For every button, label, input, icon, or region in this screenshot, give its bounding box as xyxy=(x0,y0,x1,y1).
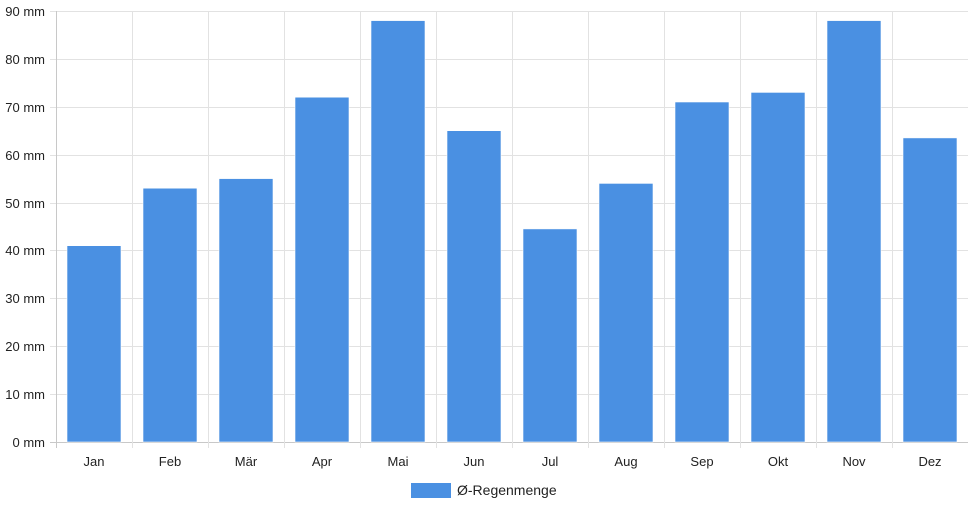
bar-sep[interactable] xyxy=(674,101,730,443)
y-tick-label: 10 mm xyxy=(5,387,45,402)
x-tick-label: Jun xyxy=(464,454,485,469)
chart-legend[interactable]: Ø-Regenmenge xyxy=(411,482,557,498)
bar-apr[interactable] xyxy=(294,96,350,443)
bar-jul[interactable] xyxy=(522,228,578,443)
x-tick-label: Jan xyxy=(84,454,105,469)
x-tick-label: Dez xyxy=(918,454,941,469)
y-tick-label: 40 mm xyxy=(5,243,45,258)
y-tick-label: 50 mm xyxy=(5,196,45,211)
bar-jun[interactable] xyxy=(446,130,502,443)
bar-mai[interactable] xyxy=(370,20,426,443)
legend-swatch-rainfall[interactable] xyxy=(411,483,451,498)
x-tick-label: Feb xyxy=(159,454,181,469)
x-tick-label: Nov xyxy=(842,454,866,469)
chart-bars xyxy=(66,20,958,443)
x-tick-label: Sep xyxy=(690,454,713,469)
x-tick-label: Okt xyxy=(768,454,789,469)
legend-label-rainfall[interactable]: Ø-Regenmenge xyxy=(457,482,557,498)
x-axis: Jan Feb Mär Apr Mai Jun Jul Aug Sep Okt Nov Dez xyxy=(84,454,942,469)
y-tick-label: 20 mm xyxy=(5,339,45,354)
bar-mär[interactable] xyxy=(218,178,274,443)
y-tick-label: 70 mm xyxy=(5,100,45,115)
chart-grid xyxy=(50,11,968,448)
y-tick-label: 30 mm xyxy=(5,291,45,306)
bar-aug[interactable] xyxy=(598,183,654,443)
y-tick-label: 0 mm xyxy=(13,435,46,450)
x-tick-label: Apr xyxy=(312,454,333,469)
y-tick-label: 90 mm xyxy=(5,4,45,19)
bar-jan[interactable] xyxy=(66,245,122,443)
y-axis: 0 mm 10 mm 20 mm 30 mm 40 mm 50 mm 60 mm 70 mm 8… xyxy=(5,4,45,450)
x-tick-label: Aug xyxy=(614,454,637,469)
y-tick-label: 60 mm xyxy=(5,148,45,163)
bar-feb[interactable] xyxy=(142,187,198,443)
bar-dez[interactable] xyxy=(902,137,958,443)
x-tick-label: Jul xyxy=(542,454,559,469)
bar-nov[interactable] xyxy=(826,20,882,443)
y-tick-label: 80 mm xyxy=(5,52,45,67)
bar-okt[interactable] xyxy=(750,92,806,443)
x-tick-label: Mai xyxy=(388,454,409,469)
x-tick-label: Mär xyxy=(235,454,258,469)
